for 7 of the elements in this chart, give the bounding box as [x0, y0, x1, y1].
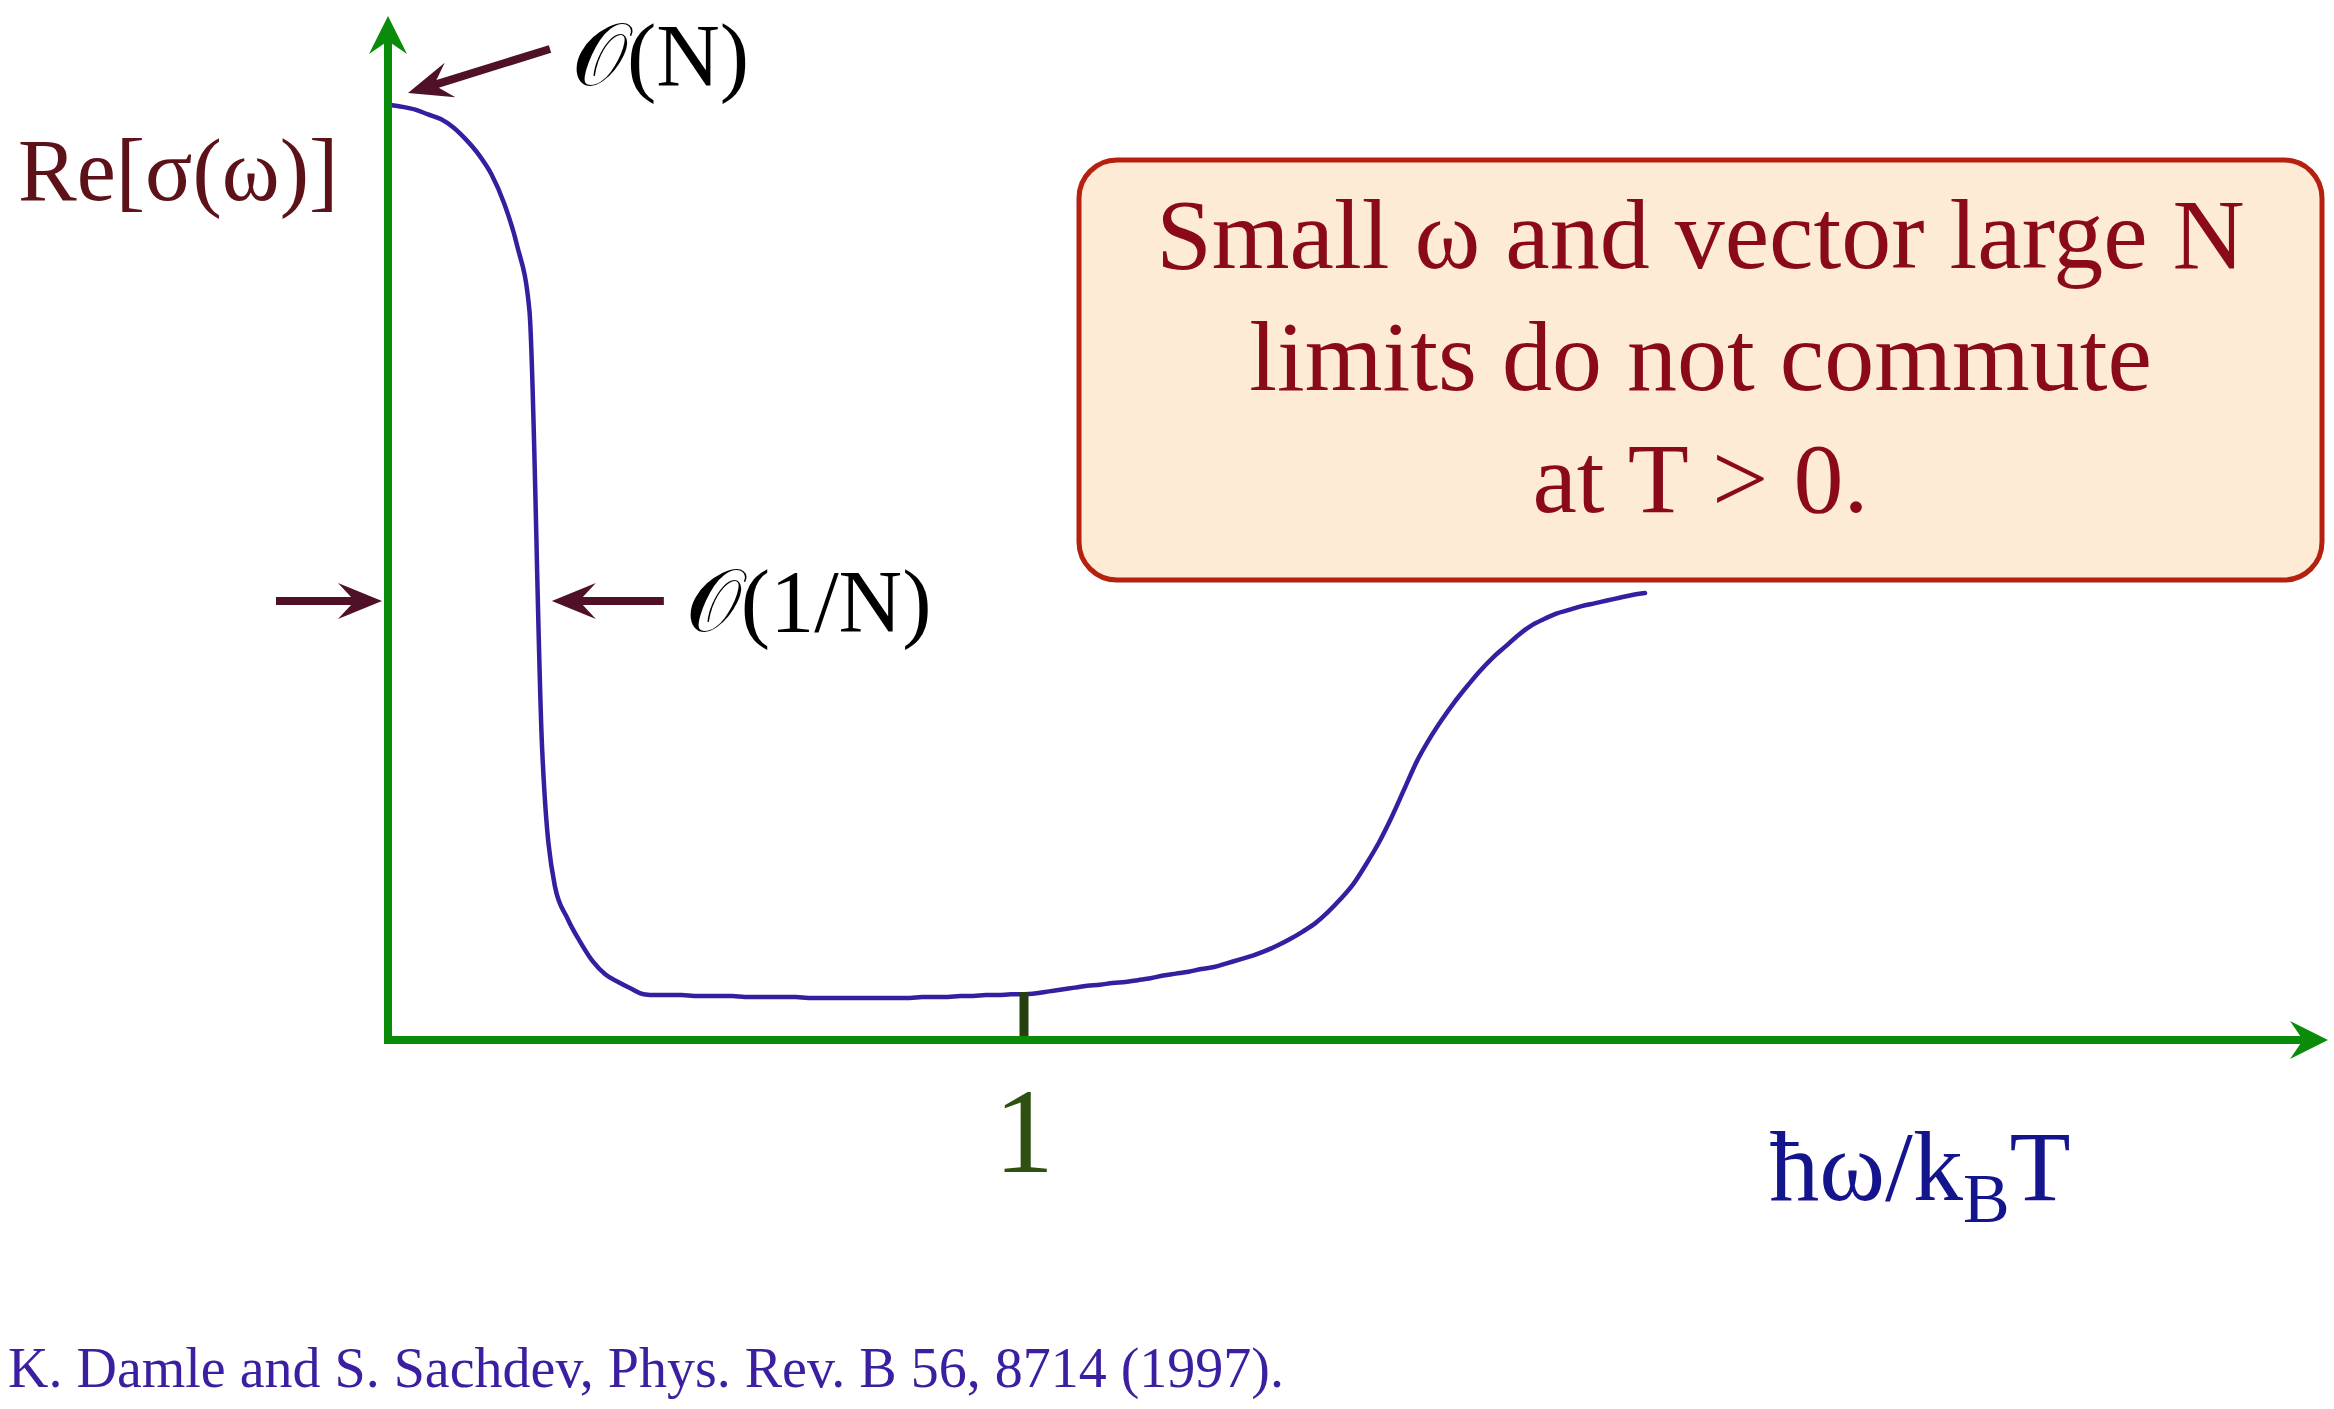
text: K. Damle and S. Sachdev, Phys. Rev. B 56, 8714 (1997).: [8, 1337, 1284, 1400]
y-axis-title: Re[σ(ω)]: [18, 122, 339, 219]
annotation: Small ω and vector large N limits do not commute at T > 0.: [1156, 179, 2245, 534]
x-axis-title: ħω/k$_{B}$T: [1769, 1111, 2071, 1237]
annotation: 𝒪(1/N): [685, 553, 932, 650]
text: 1: [994, 1065, 1054, 1198]
text: 𝒪(N): [572, 7, 750, 104]
